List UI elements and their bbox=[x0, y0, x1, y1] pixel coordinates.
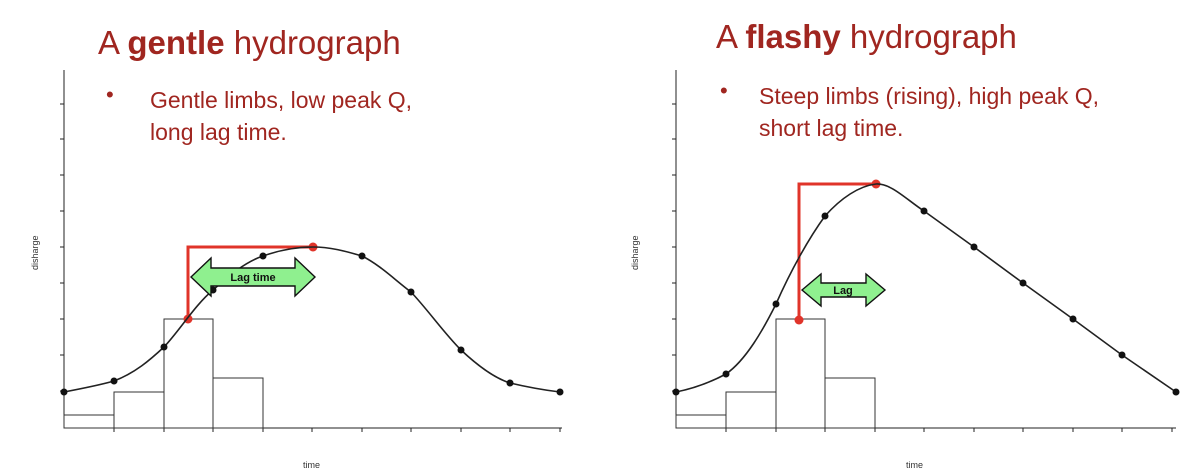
gentle-lag-arrow-label: Lag time bbox=[230, 272, 275, 284]
gentle-title-suffix: hydrograph bbox=[233, 24, 401, 61]
flashy-y-ticks bbox=[672, 103, 676, 392]
flashy-hydrograph-graphic: Lag bbox=[672, 70, 1180, 432]
gentle-x-axis-label: time bbox=[303, 460, 321, 470]
rain-bar bbox=[725, 391, 777, 429]
flashy-hydrograph-panel: A flashy hydrograph • Steep limbs (risin… bbox=[591, 0, 1182, 476]
rain-bar bbox=[824, 377, 876, 429]
gentle-y-axis-label: disharge bbox=[30, 235, 40, 270]
gentle-lag-arrow bbox=[189, 256, 317, 298]
flashy-x-ticks bbox=[725, 428, 1173, 432]
flashy-y-axis-label: disharge bbox=[630, 235, 640, 270]
gentle-bullet-line1: Gentle limbs, low peak Q, bbox=[150, 87, 413, 113]
flashy-rain-peak-marker bbox=[794, 315, 804, 325]
gentle-title-prefix: A bbox=[98, 24, 119, 61]
flashy-lag-arrow-label: Lag bbox=[833, 285, 853, 297]
gentle-hydrograph-graphic: Lag time bbox=[60, 70, 564, 432]
rain-bar bbox=[163, 318, 214, 429]
flashy-lag-line bbox=[797, 182, 876, 320]
gentle-title-emphasis: gentle bbox=[127, 24, 225, 61]
gentle-x-ticks bbox=[113, 428, 561, 432]
gentle-bullet-line2: long lag time. bbox=[150, 119, 287, 145]
gentle-discharge-curve bbox=[63, 246, 561, 393]
rain-bar bbox=[775, 318, 826, 429]
flashy-title-suffix: hydrograph bbox=[849, 18, 1017, 55]
flashy-bullet-line2: short lag time. bbox=[759, 115, 904, 141]
flashy-discharge-curve bbox=[675, 183, 1177, 393]
gentle-lag-line bbox=[186, 245, 313, 319]
gentle-rainfall-bars bbox=[63, 318, 264, 429]
gentle-title: A gentle hydrograph bbox=[98, 24, 401, 62]
gentle-hydrograph-panel: A gentle hydrograph • Gentle limbs, low … bbox=[30, 24, 564, 470]
rain-bar bbox=[63, 414, 115, 429]
flashy-x-axis-label: time bbox=[906, 460, 924, 470]
flashy-title: A flashy hydrograph bbox=[716, 18, 1017, 56]
flashy-lag-arrow bbox=[800, 272, 887, 308]
flashy-curve-points bbox=[672, 207, 1180, 396]
gentle-bullet-text: Gentle limbs, low peak Q, long lag time. bbox=[150, 84, 412, 148]
flashy-bullet-text: Steep limbs (rising), high peak Q, short… bbox=[759, 80, 1099, 144]
flashy-title-emphasis: flashy bbox=[745, 18, 841, 55]
flashy-title-prefix: A bbox=[716, 18, 737, 55]
rain-bar bbox=[675, 414, 727, 429]
rain-bar bbox=[212, 377, 264, 429]
flashy-rainfall-bars bbox=[675, 318, 876, 429]
gentle-bullet-dot: • bbox=[106, 82, 114, 107]
rain-bar bbox=[113, 391, 165, 429]
gentle-y-ticks bbox=[60, 103, 64, 392]
flashy-bullet-line1: Steep limbs (rising), high peak Q, bbox=[759, 83, 1100, 109]
flashy-bullet-dot: • bbox=[720, 78, 728, 103]
